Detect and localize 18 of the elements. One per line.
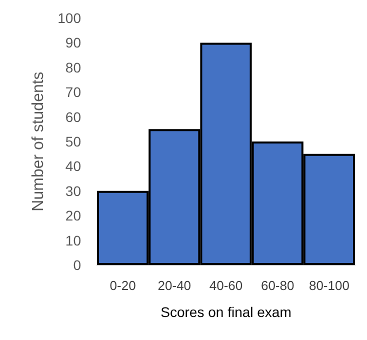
y-tick-label: 90: [65, 34, 82, 51]
y-tick-label: 80: [65, 59, 82, 76]
x-tick-label: 20-40: [158, 278, 192, 293]
x-tick-label: 0-20: [110, 278, 136, 293]
x-tick-label: 60-80: [260, 278, 294, 293]
y-tick-label: 10: [65, 232, 82, 248]
y-axis-title: Number of students: [30, 72, 48, 212]
y-tick-label: 40: [65, 158, 82, 174]
x-tick-label: 80-100: [308, 278, 350, 293]
y-tick-label: 100: [58, 10, 82, 26]
y-tick-label: 30: [65, 182, 82, 199]
y-tick-label: 20: [65, 208, 82, 224]
y-tick-label: 70: [65, 84, 82, 100]
y-tick-label: 60: [65, 108, 82, 125]
y-tick-label: 50: [65, 134, 82, 150]
y-tick-label: 0: [73, 257, 82, 273]
x-axis-title: Scores on final exam: [160, 304, 292, 320]
x-tick-label: 40-60: [209, 278, 243, 293]
